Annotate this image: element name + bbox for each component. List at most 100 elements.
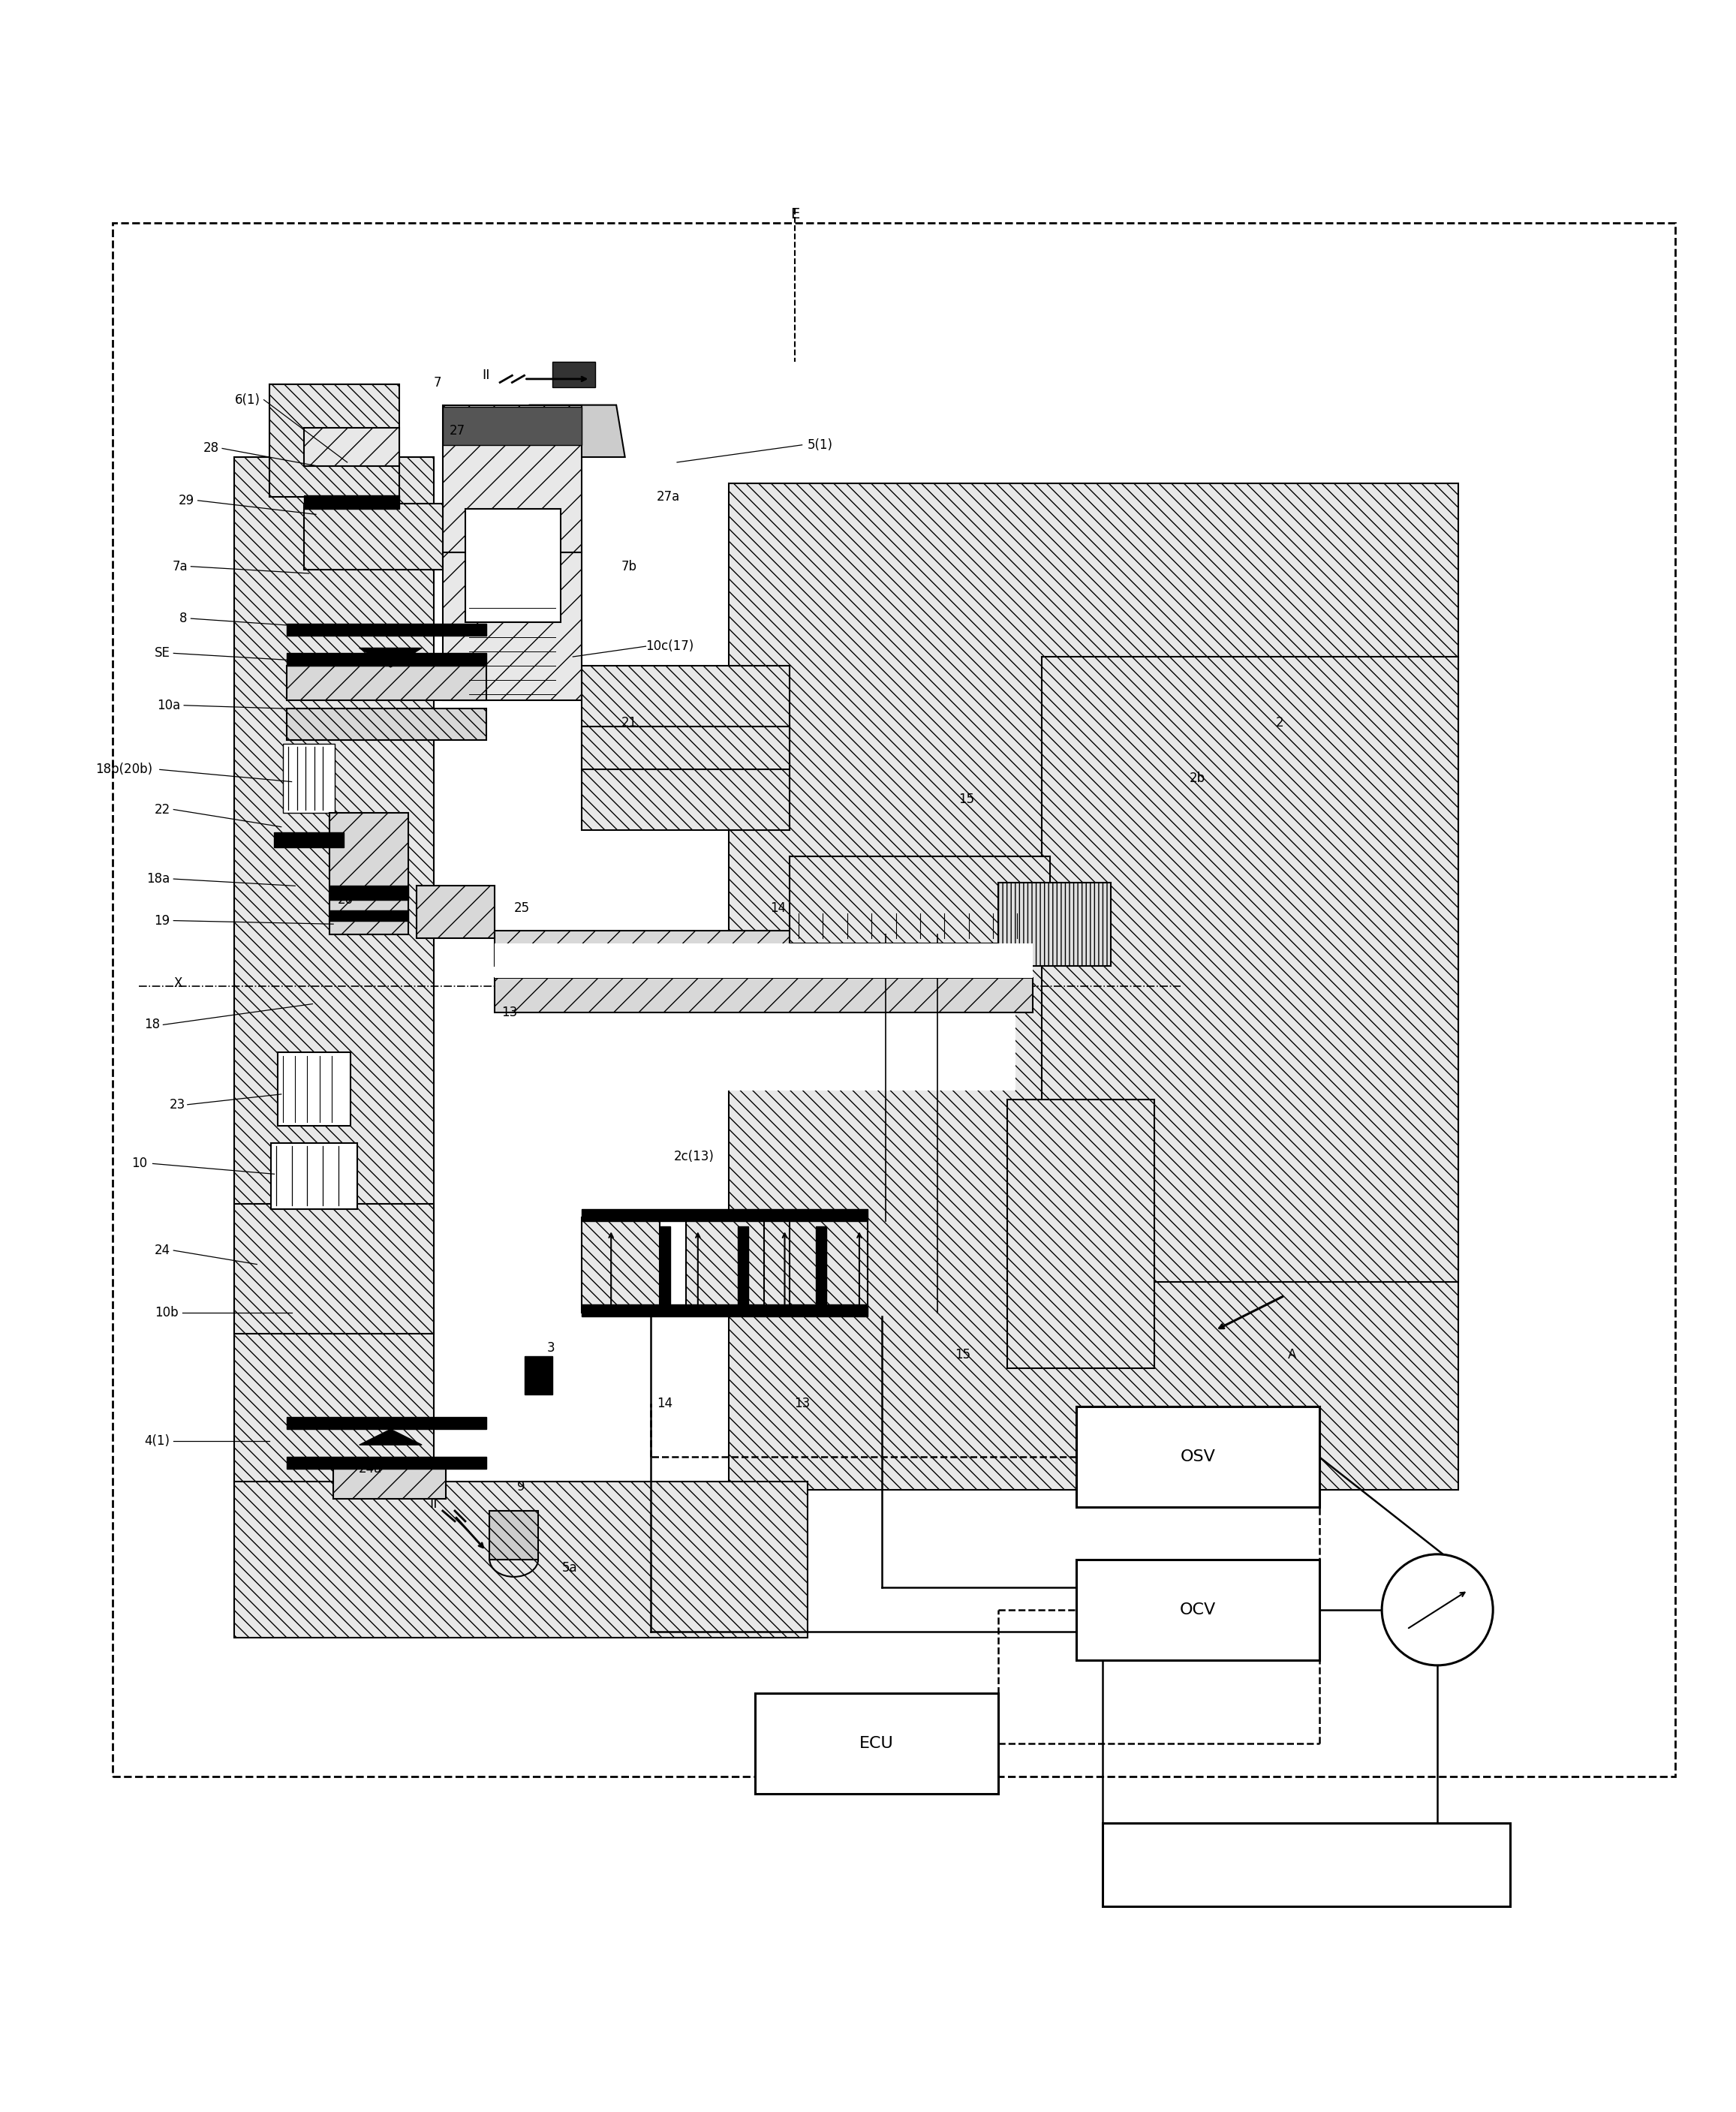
Text: 20: 20 (337, 893, 354, 906)
Text: 23: 23 (170, 1098, 186, 1111)
Bar (113, 222, 1675, 1776)
Polygon shape (521, 406, 625, 456)
Bar (286, 665, 486, 699)
Text: 13: 13 (793, 1396, 811, 1411)
Bar (286, 653, 486, 665)
Bar (582, 1305, 868, 1316)
Text: 18: 18 (144, 1018, 160, 1031)
Text: 13: 13 (502, 1005, 517, 1020)
Text: 2b: 2b (1189, 771, 1205, 786)
Text: 2c(13): 2c(13) (674, 1149, 713, 1164)
Bar (234, 1204, 434, 1335)
Polygon shape (359, 1430, 422, 1445)
Bar (417, 885, 495, 938)
Text: 10a: 10a (156, 699, 181, 712)
Bar (495, 931, 1033, 965)
Text: 21: 21 (621, 716, 637, 729)
Bar (660, 1227, 670, 1314)
Text: SE: SE (155, 646, 170, 661)
Bar (330, 910, 408, 921)
Bar (234, 1481, 807, 1637)
Text: 10b: 10b (155, 1305, 179, 1320)
Bar (443, 408, 582, 446)
Bar (271, 1143, 358, 1208)
Bar (465, 509, 561, 623)
Bar (330, 813, 408, 934)
Text: 6(1): 6(1) (234, 393, 260, 406)
Text: 7b: 7b (621, 560, 637, 572)
Circle shape (1382, 1554, 1493, 1666)
Text: II: II (481, 370, 490, 382)
Bar (582, 727, 790, 769)
Bar (286, 623, 486, 636)
Bar (333, 1462, 446, 1500)
Bar (495, 944, 1033, 978)
Text: E: E (790, 207, 800, 222)
Text: 27a: 27a (656, 490, 681, 505)
Bar (524, 1356, 552, 1394)
Bar (1102, 1823, 1510, 1907)
Text: 5(1): 5(1) (807, 437, 833, 452)
Bar (755, 1694, 998, 1793)
Bar (269, 384, 399, 496)
Text: 28: 28 (203, 441, 219, 456)
Text: A: A (1288, 1347, 1297, 1362)
Bar (330, 885, 408, 900)
Text: 27: 27 (450, 425, 465, 437)
Bar (686, 1217, 764, 1314)
Text: 15: 15 (958, 792, 974, 807)
Text: 14: 14 (656, 1396, 674, 1411)
Text: 14: 14 (769, 902, 786, 914)
Bar (790, 855, 1050, 944)
Bar (443, 553, 582, 699)
Text: 7: 7 (434, 376, 441, 389)
Bar (283, 743, 335, 813)
Text: OSV: OSV (1180, 1449, 1215, 1464)
Text: 4(1): 4(1) (144, 1434, 170, 1449)
Bar (495, 978, 1033, 1012)
Bar (1042, 657, 1458, 1282)
Text: 18a: 18a (146, 872, 170, 885)
Text: 18b(20b): 18b(20b) (95, 762, 153, 777)
Text: ECU: ECU (859, 1736, 894, 1751)
Bar (443, 406, 582, 553)
Bar (495, 934, 1016, 1090)
Text: 24a: 24a (358, 1462, 382, 1476)
Bar (286, 1417, 486, 1430)
Text: 2: 2 (1276, 716, 1285, 729)
Bar (490, 1510, 538, 1559)
Text: 15: 15 (955, 1347, 970, 1362)
Text: 3: 3 (547, 1341, 556, 1354)
Bar (738, 1227, 748, 1314)
Text: 29: 29 (179, 494, 194, 507)
Bar (1007, 1100, 1154, 1369)
Text: II: II (429, 1497, 437, 1510)
Bar (790, 1217, 868, 1314)
Bar (304, 427, 399, 467)
Bar (234, 456, 434, 1533)
Bar (1076, 1407, 1319, 1508)
Bar (582, 1208, 868, 1221)
Bar (816, 1227, 826, 1314)
Text: 10: 10 (132, 1157, 148, 1170)
Bar (552, 361, 595, 389)
Bar (304, 505, 443, 570)
Text: SE: SE (529, 1379, 545, 1392)
Text: 8: 8 (179, 612, 187, 625)
Polygon shape (359, 648, 422, 667)
Text: 25: 25 (514, 902, 529, 914)
Bar (286, 1457, 486, 1470)
Text: OCV: OCV (1180, 1603, 1215, 1618)
Bar (274, 832, 344, 847)
Bar (1076, 1559, 1319, 1660)
Text: 9: 9 (517, 1481, 526, 1493)
Bar (729, 484, 1458, 1489)
Text: 7a: 7a (172, 560, 187, 572)
Text: 10c(17): 10c(17) (646, 640, 694, 653)
Bar (278, 1052, 351, 1126)
Text: 19: 19 (155, 914, 170, 927)
Text: 22: 22 (155, 803, 170, 815)
Text: X: X (174, 976, 182, 991)
Bar (304, 496, 399, 509)
Text: 5a: 5a (562, 1561, 576, 1576)
